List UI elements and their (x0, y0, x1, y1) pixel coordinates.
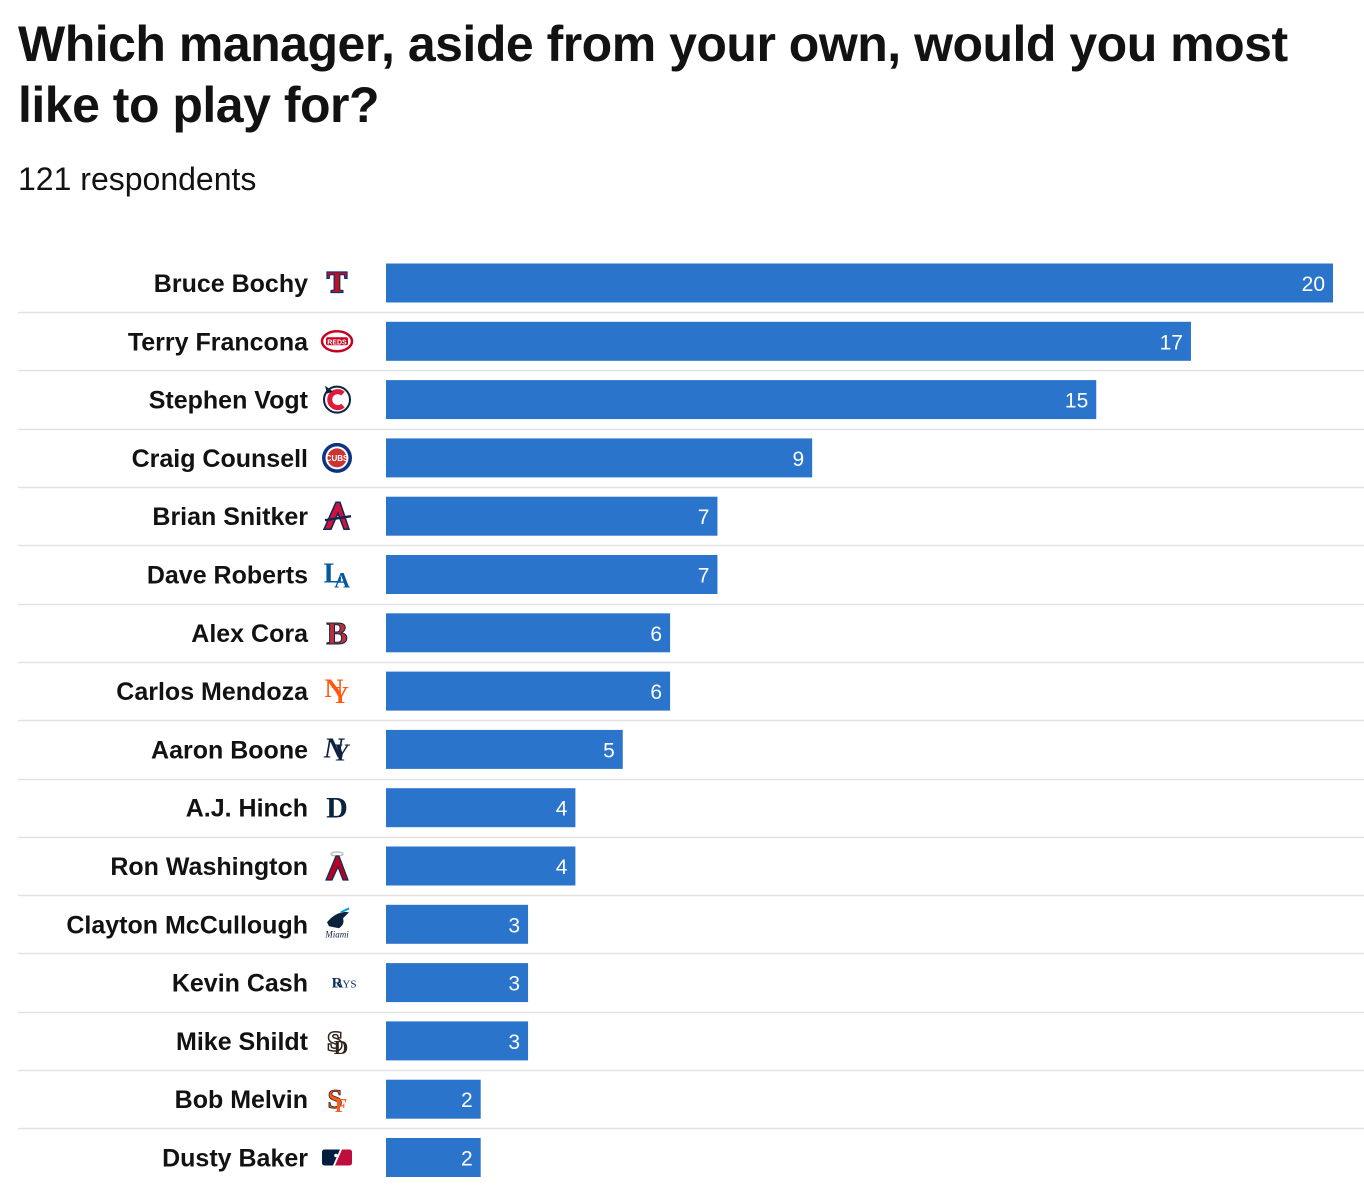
value-label: 5 (603, 739, 615, 762)
bar (386, 263, 1333, 303)
bar (386, 788, 576, 828)
rangers-logo-icon (325, 264, 349, 301)
red-sox-logo-icon (325, 614, 349, 652)
manager-label: Clayton McCullough (66, 911, 308, 939)
chart-subtitle: 121 respondents (18, 161, 257, 197)
bar (386, 380, 1097, 420)
bar (386, 1079, 481, 1119)
bar-row: Aaron Boone 5 (18, 719, 1364, 769)
bar-row: Craig Counsell 9 (18, 428, 1364, 478)
value-label: 3 (508, 973, 520, 996)
bar (386, 729, 623, 769)
bar-row: Bob Melvin 2 (18, 1069, 1364, 1119)
cubs-logo-icon (322, 442, 352, 473)
bar (386, 904, 529, 944)
manager-label: Kevin Cash (172, 970, 308, 998)
manager-label: Dave Roberts (147, 562, 308, 590)
manager-label: Aaron Boone (151, 736, 308, 764)
bar-row: Terry Francona 17 (18, 311, 1364, 361)
value-label: 6 (650, 681, 662, 704)
manager-label: Stephen Vogt (149, 387, 309, 415)
bar-row: Dave Roberts 7 (18, 544, 1364, 594)
manager-label: Alex Cora (191, 620, 309, 648)
bar (386, 963, 529, 1003)
mlb-logo-icon (322, 1149, 352, 1166)
angels-logo-icon (325, 851, 349, 881)
dodgers-logo-icon (323, 558, 351, 593)
value-label: 15 (1065, 390, 1088, 413)
mets-logo-icon (324, 674, 349, 710)
manager-label: Bruce Bochy (154, 270, 308, 298)
value-label: 3 (508, 1031, 520, 1054)
bar-row: Mike Shildt 3 (18, 1011, 1364, 1061)
value-label: 20 (1302, 273, 1325, 296)
value-label: 2 (461, 1148, 473, 1171)
reds-logo-icon (320, 330, 354, 353)
manager-label: Bob Melvin (175, 1086, 308, 1114)
bar (386, 496, 718, 536)
bar-row: Carlos Mendoza 6 (18, 661, 1364, 711)
bar (386, 321, 1191, 361)
bar-row: Dusty Baker 2 (18, 1127, 1364, 1177)
braves-logo-icon (322, 500, 353, 531)
manager-label: Craig Counsell (132, 445, 308, 473)
manager-label: Ron Washington (110, 853, 308, 881)
chart-title: Which manager, aside from your own, woul… (18, 16, 1288, 133)
bar (386, 846, 576, 886)
value-label: 17 (1160, 331, 1183, 354)
value-label: 7 (698, 506, 710, 529)
marlins-logo-icon (323, 907, 351, 941)
manager-label: Terry Francona (128, 328, 309, 356)
padres-logo-icon (326, 1025, 350, 1061)
manager-label: Mike Shildt (176, 1028, 309, 1056)
value-label: 9 (792, 448, 804, 471)
manager-label: Carlos Mendoza (116, 678, 309, 706)
bar-row: Alex Cora 6 (18, 603, 1364, 653)
yankees-logo-icon (322, 733, 351, 767)
bar (386, 1021, 529, 1061)
value-label: 3 (508, 914, 520, 937)
bar-row: Ron Washington 4 (18, 836, 1364, 886)
bar-row: Stephen Vogt 15 (18, 369, 1364, 420)
bar-row: Clayton McCullough 3 (18, 894, 1364, 944)
manager-label: Brian Snitker (152, 503, 308, 531)
manager-label: Dusty Baker (162, 1145, 308, 1173)
giants-logo-icon (326, 1083, 348, 1118)
value-label: 4 (556, 798, 568, 821)
value-label: 6 (650, 623, 662, 646)
bar (386, 671, 671, 711)
bar-row: Brian Snitker 7 (18, 486, 1364, 536)
guardians-logo-icon (324, 386, 350, 413)
value-label: 4 (556, 856, 568, 879)
bar-row: Bruce Bochy 20 (154, 263, 1333, 303)
bar-row: A.J. Hinch 4 (18, 778, 1364, 828)
bar (386, 555, 718, 594)
value-label: 7 (698, 565, 710, 588)
bar (386, 1138, 481, 1177)
value-label: 2 (461, 1089, 473, 1112)
bar (386, 613, 671, 653)
bar-row: Kevin Cash 3 (18, 952, 1364, 1003)
bar (386, 438, 813, 478)
tigers-logo-icon (326, 791, 348, 825)
manager-label: A.J. Hinch (186, 795, 308, 823)
rays-logo-icon (331, 975, 357, 992)
